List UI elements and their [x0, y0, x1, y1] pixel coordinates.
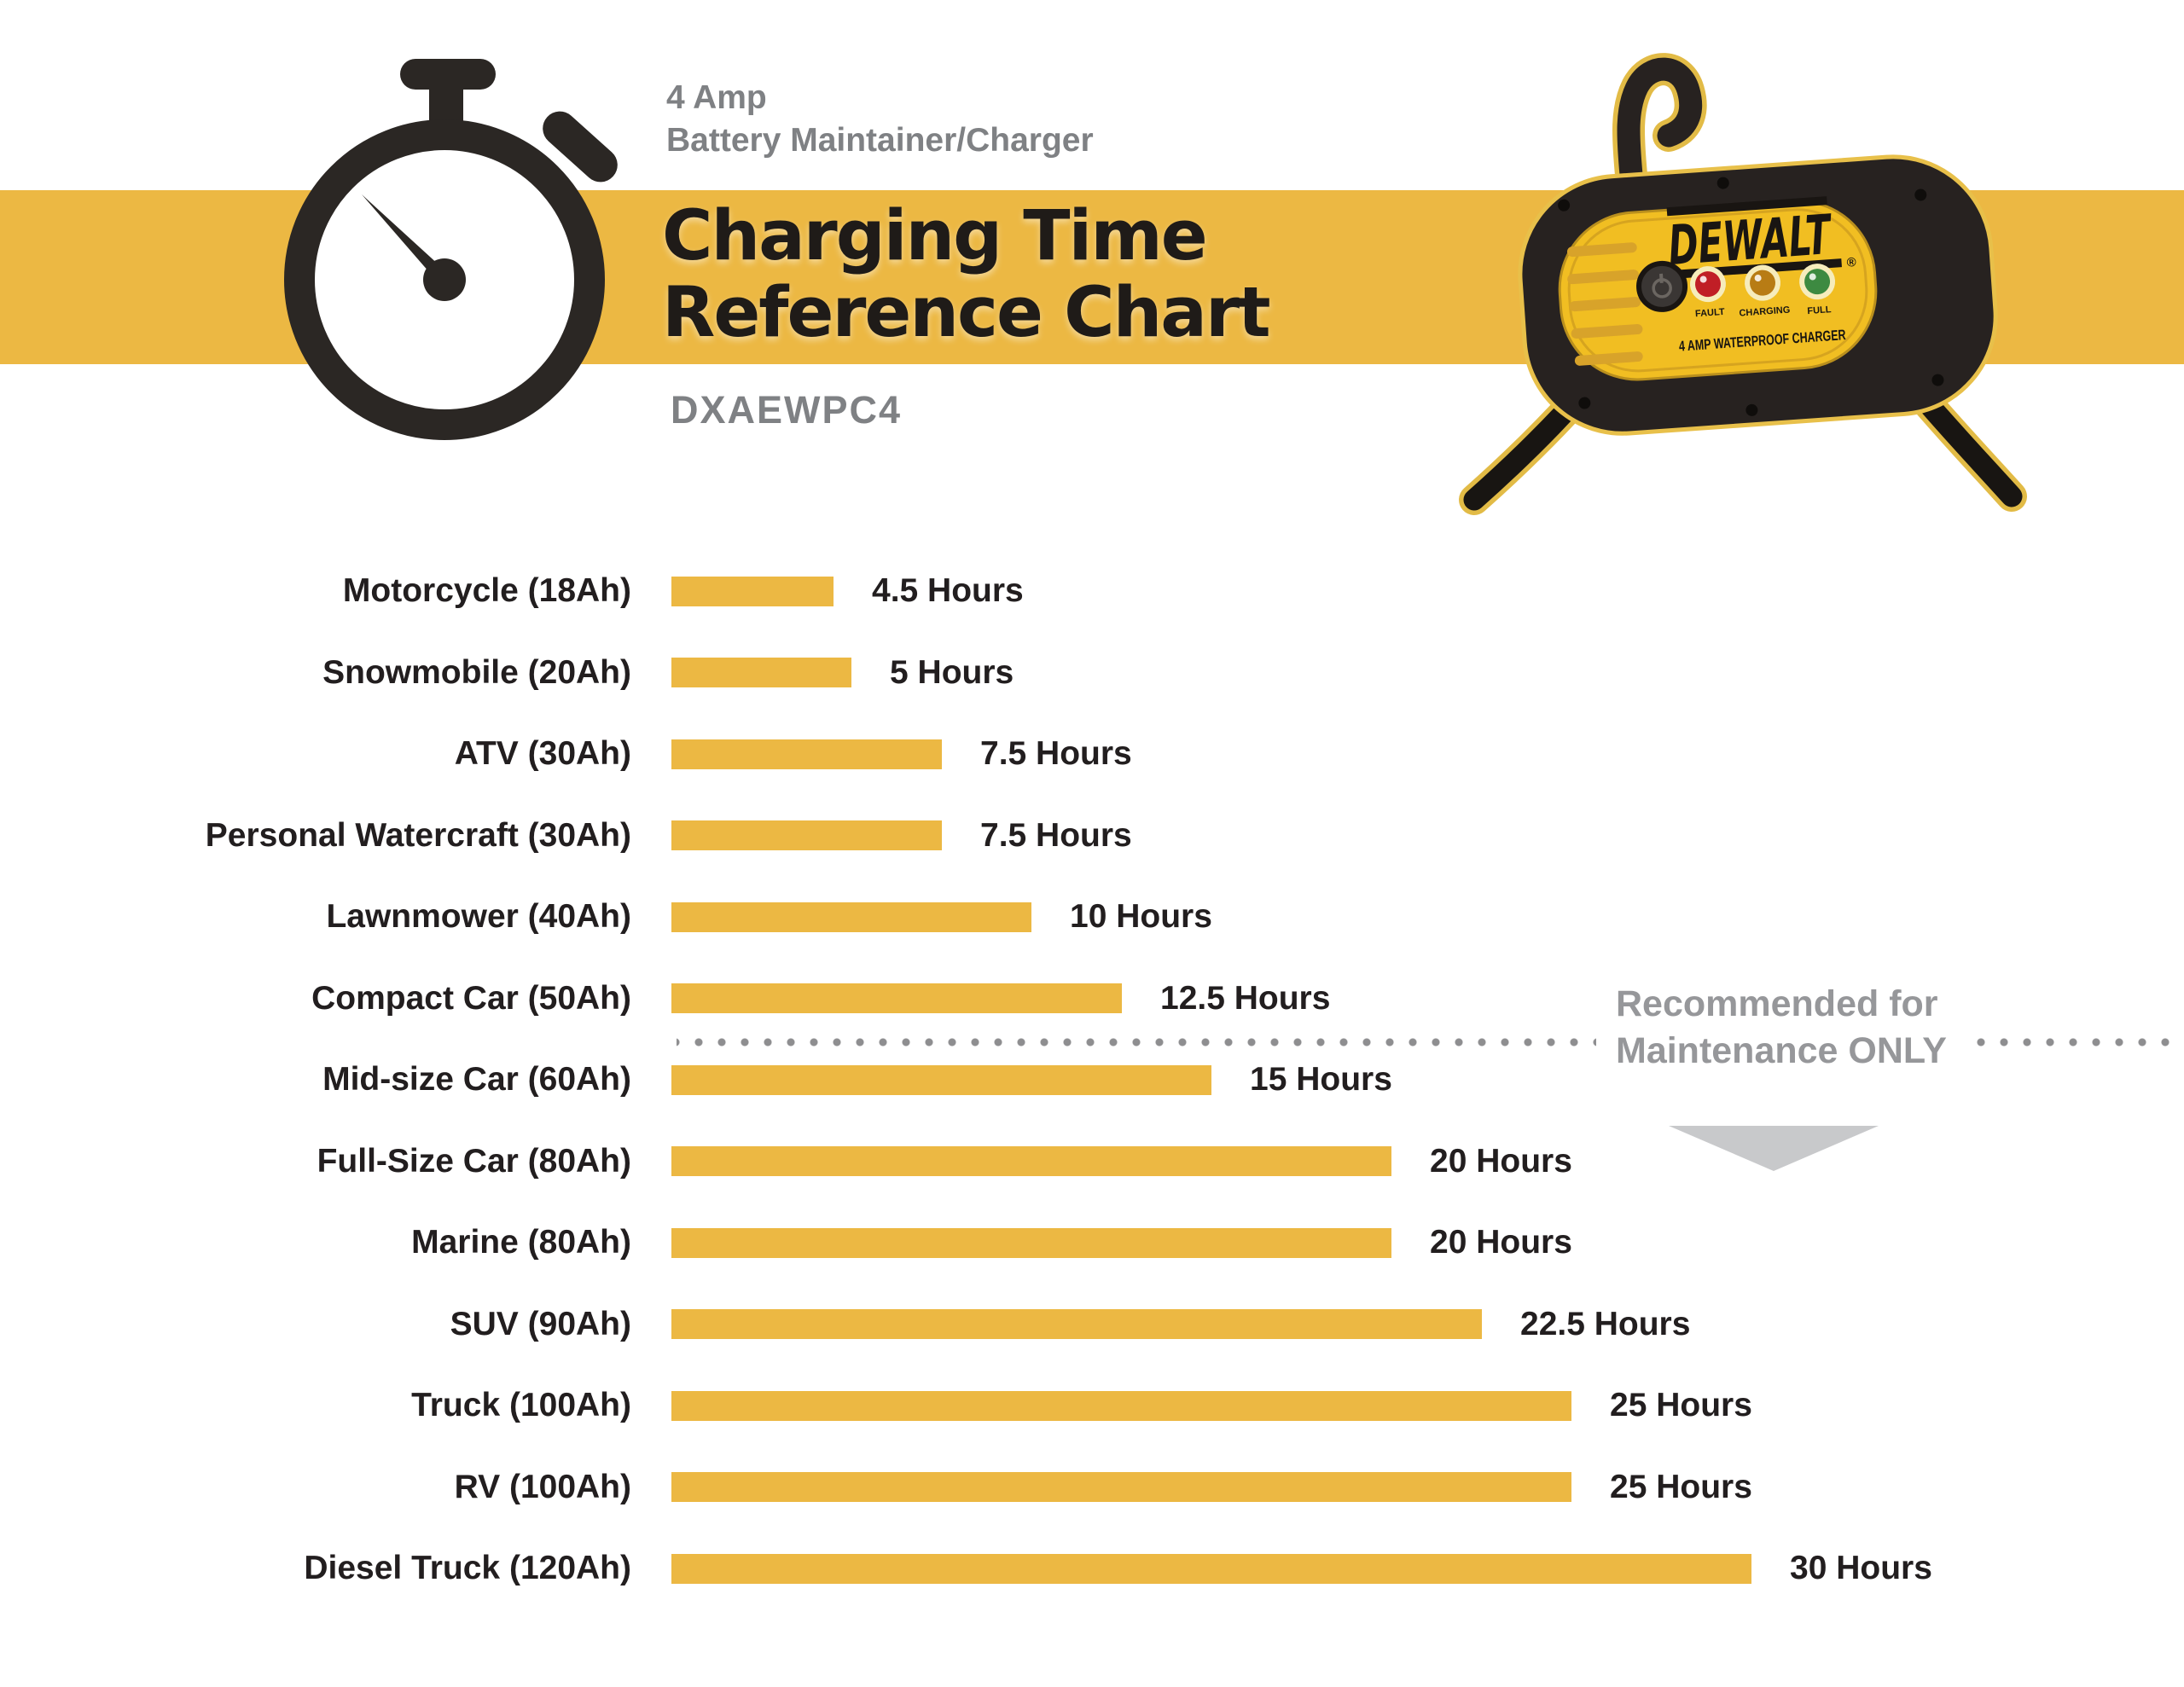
chart-row: Lawnmower (40Ah) 10 Hours — [0, 876, 2184, 958]
value-label: 20 Hours — [1430, 1224, 1572, 1261]
value-label: 10 Hours — [1070, 898, 1212, 935]
bar — [671, 1064, 1211, 1095]
category-label: Motorcycle (18Ah) — [342, 572, 631, 609]
bar — [671, 1553, 1751, 1584]
bar — [671, 1309, 1482, 1339]
category-label: Mid-size Car (60Ah) — [322, 1061, 631, 1098]
bar — [671, 658, 851, 687]
value-label: 25 Hours — [1610, 1468, 1752, 1505]
page-title-line1: Charging Time — [662, 196, 1208, 276]
product-heading-line2: Battery Maintainer/Charger — [666, 122, 1094, 159]
chart-row: SUV (90Ah) 22.5 Hours — [0, 1284, 2184, 1365]
grip-ribs — [1566, 242, 1643, 366]
chart-row: Diesel Truck (120Ah) 30 Hours — [0, 1528, 2184, 1609]
value-label: 7.5 Hours — [980, 816, 1132, 854]
chart-row: Marine (80Ah) 20 Hours — [0, 1202, 2184, 1284]
category-label: Personal Watercraft (30Ah) — [205, 816, 631, 854]
bar — [671, 901, 1031, 932]
product-heading: 4 Amp Battery Maintainer/Charger — [666, 77, 1094, 162]
category-label: RV (100Ah) — [454, 1468, 631, 1505]
category-label: ATV (30Ah) — [454, 735, 631, 772]
chart-row: Truck (100Ah) 25 Hours — [0, 1365, 2184, 1446]
bar — [671, 820, 942, 850]
full-led-label: FULL — [1807, 304, 1832, 316]
chart-row: Compact Car (50Ah) 12.5 Hours — [0, 958, 2184, 1040]
maintenance-divider-dots-right — [1962, 1036, 2184, 1048]
power-button — [1636, 260, 1688, 312]
value-label: 25 Hours — [1610, 1387, 1752, 1423]
fault-led-label: FAULT — [1695, 307, 1726, 319]
value-label: 15 Hours — [1250, 1061, 1392, 1098]
category-label: SUV (90Ah) — [450, 1305, 631, 1342]
bar — [671, 1390, 1571, 1421]
category-label: Compact Car (50Ah) — [311, 979, 631, 1017]
maintenance-divider-dots-left — [677, 1036, 1596, 1048]
maintenance-note: Recommended for Maintenance ONLY — [1616, 981, 1947, 1075]
value-label: 22.5 Hours — [1520, 1305, 1691, 1342]
maintenance-note-line2: Maintenance ONLY — [1616, 1030, 1947, 1071]
model-number: DXAEWPC4 — [671, 388, 903, 432]
charger-product-image: DEWALT ® FAULT CH — [1459, 53, 2027, 515]
product-heading-line1: 4 Amp — [666, 79, 767, 116]
stopwatch-icon — [284, 59, 618, 440]
chart-row: Mid-size Car (60Ah) 15 Hours — [0, 1039, 2184, 1121]
value-label: 4.5 Hours — [872, 572, 1024, 609]
value-label: 20 Hours — [1430, 1142, 1572, 1180]
led-indicators: FAULT CHARGING FULL — [1689, 264, 1836, 319]
category-label: Diesel Truck (120Ah) — [304, 1550, 631, 1586]
category-label: Marine (80Ah) — [411, 1224, 631, 1261]
bar — [671, 1472, 1571, 1502]
bar — [671, 739, 942, 769]
maintenance-note-line1: Recommended for — [1616, 983, 1938, 1024]
chart-row: RV (100Ah) 25 Hours — [0, 1446, 2184, 1528]
category-label: Snowmobile (20Ah) — [322, 653, 631, 691]
value-label: 5 Hours — [890, 653, 1014, 691]
category-label: Lawnmower (40Ah) — [326, 898, 631, 935]
chart-row: Snowmobile (20Ah) 5 Hours — [0, 632, 2184, 714]
registered-mark: ® — [1846, 255, 1856, 270]
value-label: 7.5 Hours — [980, 735, 1132, 772]
bar — [671, 983, 1122, 1013]
down-arrow-icon — [1669, 1126, 1879, 1171]
bar — [671, 1227, 1391, 1258]
page-title: Charging Time Reference Chart — [662, 196, 1271, 353]
chart-row: ATV (30Ah) 7.5 Hours — [0, 713, 2184, 795]
hanging-hook-icon — [1612, 53, 1707, 191]
chart-row: Full-Size Car (80Ah) 20 Hours — [0, 1121, 2184, 1203]
chart-row: Motorcycle (18Ah) 4.5 Hours — [0, 550, 2184, 632]
category-label: Truck (100Ah) — [411, 1387, 631, 1423]
value-label: 30 Hours — [1790, 1550, 1932, 1586]
page-title-line2: Reference Chart — [662, 273, 1271, 353]
value-label: 12.5 Hours — [1160, 979, 1331, 1017]
charging-led-label: CHARGING — [1739, 304, 1791, 318]
chart-row: Personal Watercraft (30Ah) 7.5 Hours — [0, 795, 2184, 877]
charger-body: DEWALT ® FAULT CH — [1518, 154, 1998, 436]
category-label: Full-Size Car (80Ah) — [317, 1142, 631, 1180]
bar — [671, 576, 834, 606]
bar — [671, 1146, 1391, 1176]
